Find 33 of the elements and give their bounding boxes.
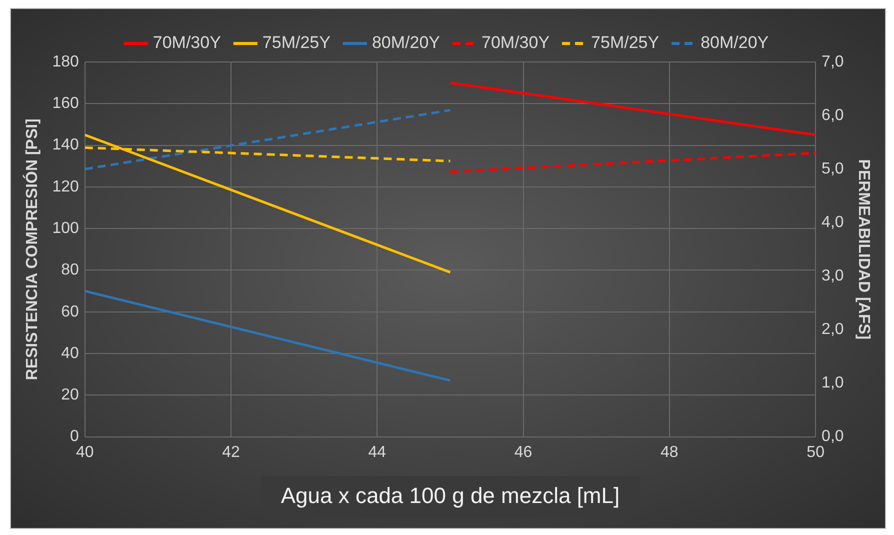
y-tick-label: 120 xyxy=(52,178,79,196)
x-axis-title: Agua x cada 100 g de mezcla [mL] xyxy=(280,483,620,508)
y-tick-label: 160 xyxy=(52,95,79,112)
y-tick-label: 140 xyxy=(52,136,79,154)
legend-label: 70M/30Y xyxy=(482,33,550,52)
x-tick-label: 48 xyxy=(660,444,678,461)
y-tick-label: 20 xyxy=(61,386,79,404)
y2-tick-label: 2,0 xyxy=(822,321,844,338)
y2-axis-title: PERMEABILIDAD [AFS] xyxy=(854,159,872,340)
legend-label: 80M/20Y xyxy=(372,33,440,52)
legend-label: 75M/25Y xyxy=(591,33,660,52)
y-axis-title: RESISTENCIA COMPRESIÓN [PSI] xyxy=(22,118,42,380)
legend-label: 80M/20Y xyxy=(700,33,769,52)
x-tick-label: 50 xyxy=(806,444,825,461)
y2-tick-label: 4,0 xyxy=(822,214,844,232)
legend-label: 75M/25Y xyxy=(262,33,330,52)
y2-tick-label: 7,0 xyxy=(822,53,844,70)
y2-tick-label: 1,0 xyxy=(822,374,844,392)
x-tick-label: 46 xyxy=(514,444,532,461)
y-tick-label: 60 xyxy=(61,303,79,320)
y2-tick-label: 0,0 xyxy=(822,428,844,446)
y2-tick-label: 6,0 xyxy=(822,106,844,124)
y-tick-label: 80 xyxy=(61,262,79,279)
x-tick-label: 44 xyxy=(368,444,386,461)
x-tick-label: 42 xyxy=(222,444,240,461)
y-tick-label: 40 xyxy=(61,344,79,362)
y2-tick-label: 3,0 xyxy=(822,268,844,285)
y-tick-label: 0 xyxy=(70,428,79,446)
y-tick-label: 100 xyxy=(52,220,79,237)
legend-label: 70M/30Y xyxy=(152,33,221,52)
x-tick-label: 40 xyxy=(76,444,94,461)
y-tick-label: 180 xyxy=(52,53,79,70)
y2-tick-label: 5,0 xyxy=(822,160,844,178)
